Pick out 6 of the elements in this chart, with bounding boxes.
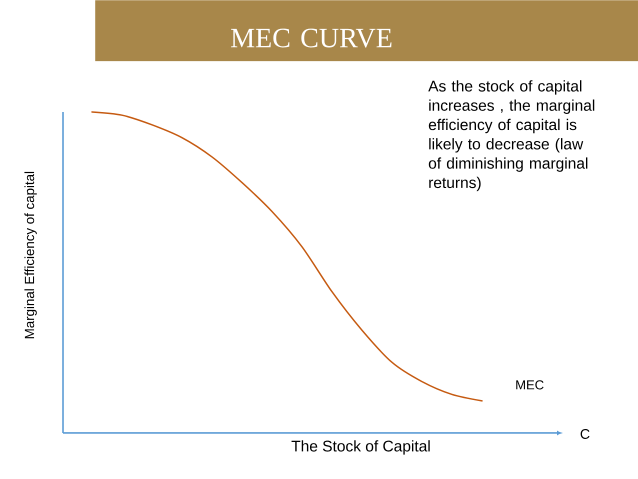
text: MEC <box>516 380 544 390</box>
text: C <box>580 429 590 439</box>
annotation: As the stock of capital increases , the marginal efficiency of capital is likely to decrease (law of diminishing marginal returns) <box>428 80 594 192</box>
chart-title: MEC CURVE <box>231 28 392 48</box>
y-axis-title: Marginal Efficiency of capital <box>24 172 37 338</box>
x-axis-title: The Stock of Capital <box>292 440 430 455</box>
